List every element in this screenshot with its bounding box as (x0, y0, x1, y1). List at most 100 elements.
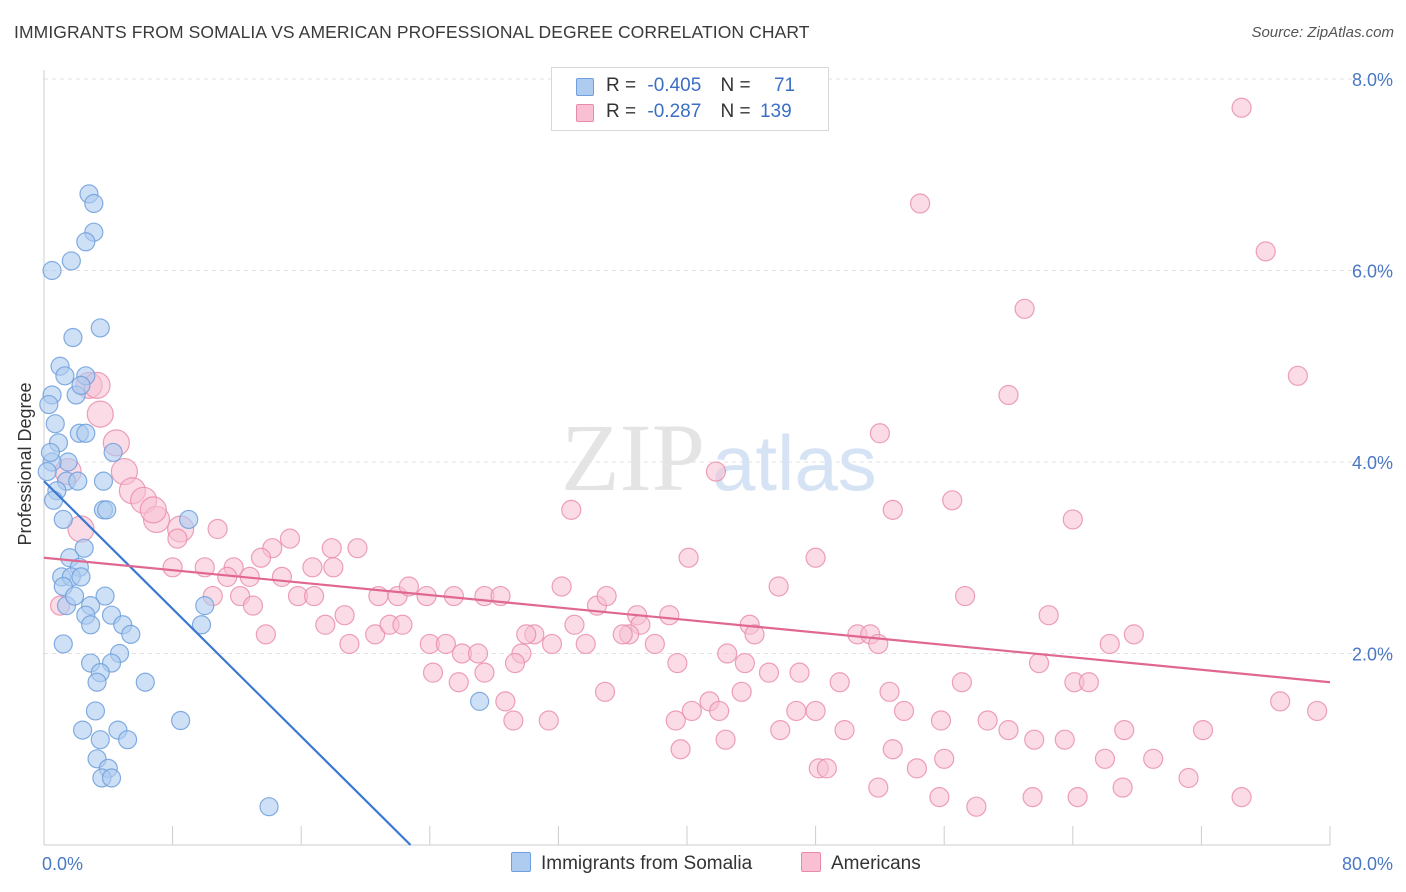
americans-point (882, 499, 903, 520)
americans-point (906, 758, 927, 779)
somalia-point (40, 442, 61, 463)
americans-point (255, 624, 276, 645)
americans-point (966, 796, 987, 817)
americans-point (998, 384, 1019, 406)
americans-point (1123, 624, 1144, 645)
somalia-point (84, 193, 104, 214)
americans-point (541, 633, 563, 655)
americans-point (1114, 719, 1135, 741)
somalia-point (72, 720, 93, 740)
somalia-point (37, 461, 57, 482)
americans-point (789, 662, 810, 683)
x-tick-label: 0.0% (42, 854, 83, 874)
americans-point (770, 719, 791, 741)
americans-point (321, 538, 342, 559)
americans-point (1112, 777, 1133, 798)
americans-point (561, 499, 582, 520)
americans-point (339, 633, 360, 655)
americans-point (1231, 787, 1252, 808)
americans-point (1062, 509, 1083, 530)
americans-point (1192, 719, 1214, 741)
americans-point (564, 614, 585, 635)
americans-point (786, 700, 807, 722)
source-label: Source: ZipAtlas.com (1251, 24, 1394, 41)
americans-point (323, 557, 344, 578)
americans-point (954, 585, 976, 607)
americans-point (1099, 633, 1120, 655)
americans-point (868, 777, 889, 798)
americans-point (1287, 365, 1308, 386)
somalia-trend-line (43, 480, 412, 846)
americans-point (162, 557, 183, 578)
americans-point (998, 719, 1019, 741)
somalia-point (76, 423, 96, 443)
americans-point (758, 662, 780, 683)
americans-point (909, 193, 931, 214)
somalia-point (45, 414, 65, 434)
legend-r-value: -0.405 (647, 75, 702, 96)
somalia-point (63, 327, 83, 348)
americans-point (744, 624, 765, 645)
y-tick-label: 8.0% (1352, 70, 1393, 90)
americans-point (334, 605, 355, 626)
americans-point (1024, 729, 1045, 750)
somalia-point (64, 586, 85, 606)
americans-point (805, 547, 826, 568)
americans-point (392, 614, 413, 635)
americans-point (681, 700, 702, 722)
somalia-point (58, 452, 78, 472)
chart-title: IMMIGRANTS FROM SOMALIA VS AMERICAN PROF… (14, 22, 810, 42)
legend-n-label: N = (720, 101, 751, 122)
americans-point (834, 719, 855, 741)
x-tick-label: 80.0% (1342, 854, 1393, 874)
americans-point (303, 585, 325, 607)
somalia-point (74, 538, 94, 558)
somalia-point (101, 768, 122, 788)
americans-point (504, 652, 526, 674)
americans-point (1307, 700, 1328, 722)
somalia-point (121, 624, 141, 644)
americans-point (398, 576, 420, 597)
americans-point (302, 557, 323, 578)
americans-point (934, 748, 955, 769)
americans-point (1143, 748, 1164, 769)
americans-point (929, 787, 950, 808)
americans-point (678, 547, 699, 568)
americans-point (768, 576, 789, 597)
americans-point (467, 643, 489, 664)
somalia-point (68, 471, 88, 491)
somalia-point (191, 615, 212, 635)
somalia-point (53, 634, 73, 654)
americans-point (644, 633, 665, 655)
somalia-point (93, 471, 114, 491)
bottom-legend-americans: Americans (801, 852, 921, 875)
americans-point (709, 700, 730, 722)
somalia-point (44, 490, 64, 510)
somalia-point (179, 509, 199, 530)
americans-point (250, 547, 272, 568)
somalia-point (39, 394, 59, 415)
americans-point (665, 710, 686, 731)
somalia-point (87, 672, 107, 692)
legend-n-label: N = (720, 75, 751, 96)
americans-point (659, 605, 680, 626)
americans-point (879, 681, 900, 702)
legend-n-value: 71 (773, 75, 796, 96)
americans-point (495, 691, 516, 712)
americans-point (448, 672, 469, 693)
americans-point (139, 496, 167, 524)
americans-point (942, 490, 963, 511)
watermark-atlas: atlas (712, 419, 877, 507)
somalia-point (76, 232, 96, 252)
y-tick-label: 2.0% (1352, 645, 1393, 665)
americans-point (422, 662, 444, 683)
americans-point (347, 538, 368, 559)
americans-point (516, 624, 537, 645)
somalia-point (61, 251, 81, 271)
somalia-point (55, 366, 75, 386)
somalia-point (71, 375, 91, 395)
americans-point (1038, 605, 1059, 626)
americans-point (538, 710, 559, 731)
americans-point (167, 528, 188, 549)
americans-point (670, 739, 691, 760)
